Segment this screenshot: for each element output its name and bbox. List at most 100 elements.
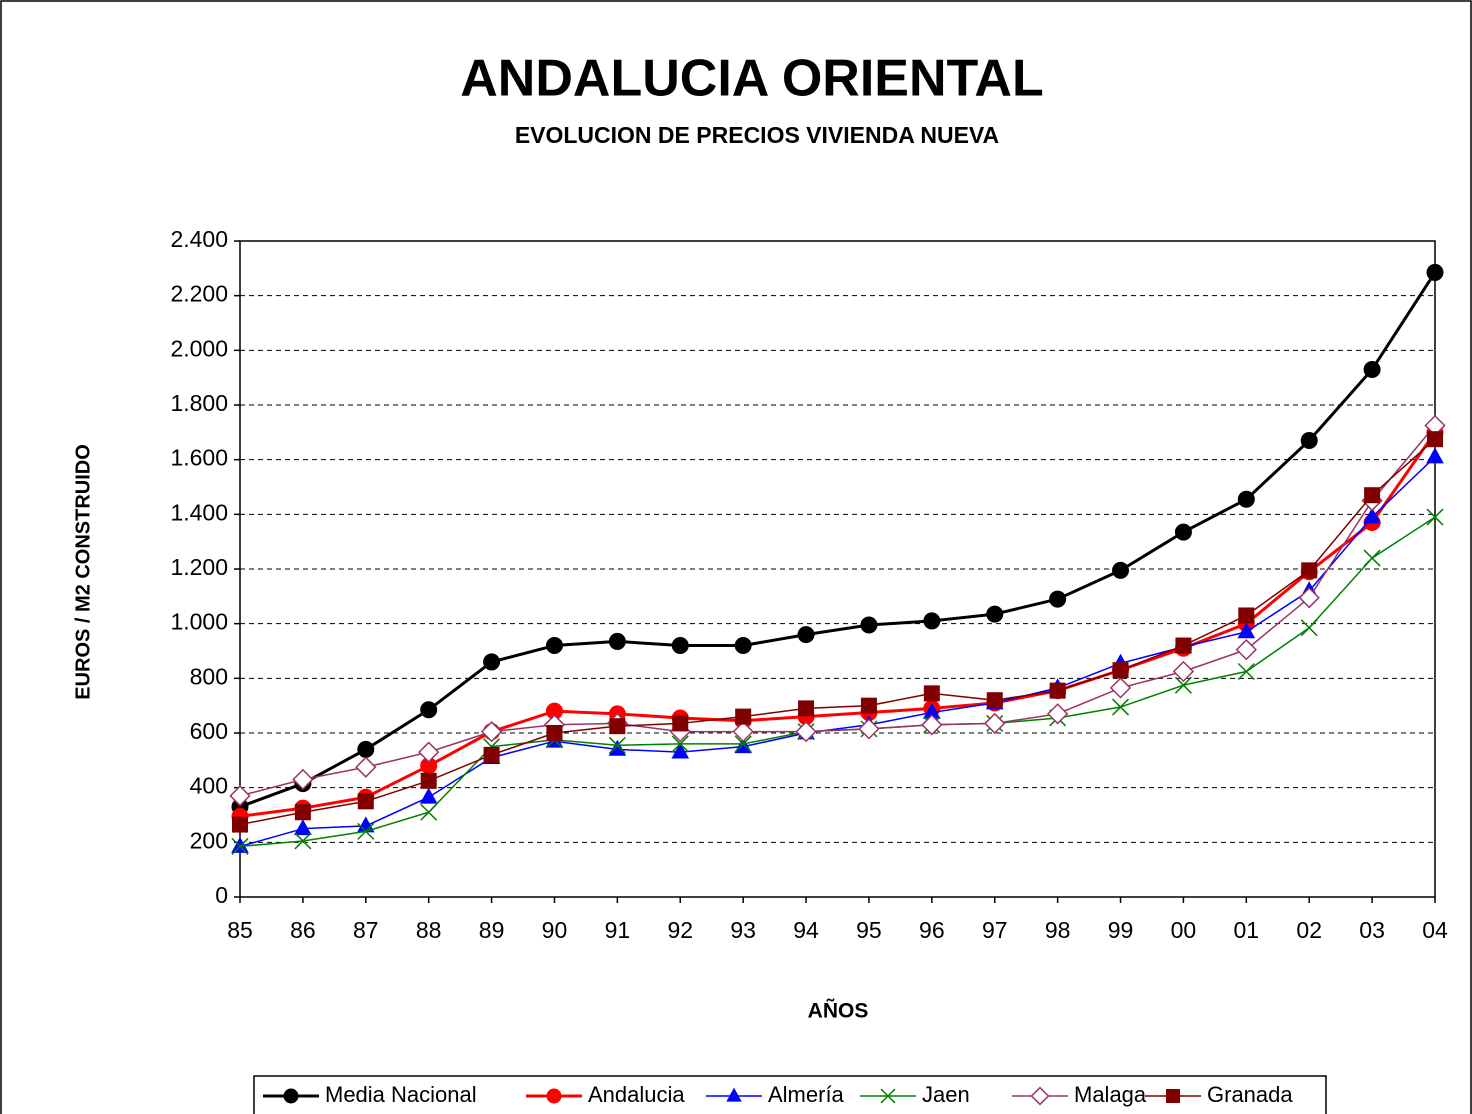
x-tick-label: 99 (1108, 917, 1134, 943)
marker (420, 803, 438, 821)
x-tick-label: 95 (856, 917, 882, 943)
series-line (239, 271, 1437, 809)
marker (734, 637, 752, 655)
marker (798, 700, 815, 717)
marker (671, 735, 689, 753)
marker (858, 718, 880, 740)
marker (356, 816, 375, 833)
x-tick-label: 02 (1296, 917, 1322, 943)
x-tick-label: 98 (1045, 917, 1071, 943)
x-tick-label: 01 (1234, 917, 1260, 943)
marker (672, 715, 689, 732)
x-tick-label: 88 (416, 917, 442, 943)
x-axis-label: AÑOS (808, 1000, 869, 1023)
marker (283, 1088, 299, 1104)
y-tick-label: 2.200 (170, 281, 228, 307)
marker (1109, 677, 1132, 699)
marker (1301, 562, 1318, 579)
x-tick-label: 91 (605, 917, 631, 943)
marker (732, 720, 754, 743)
series-line (239, 431, 1437, 818)
marker (797, 626, 815, 644)
x-tick-label: 97 (982, 917, 1008, 943)
x-tick-label: 94 (793, 917, 819, 943)
marker (1175, 637, 1192, 654)
marker (1166, 1089, 1180, 1103)
marker (860, 616, 878, 634)
marker (292, 768, 314, 791)
legend-label: Almería (768, 1082, 845, 1107)
marker (609, 718, 626, 735)
x-tick-label: 85 (227, 917, 253, 943)
marker (1049, 590, 1067, 608)
marker (1363, 507, 1381, 524)
marker (608, 739, 627, 756)
marker (1046, 703, 1069, 725)
x-tick-label: 00 (1171, 917, 1197, 943)
marker (545, 637, 563, 655)
marker (860, 697, 877, 714)
marker (986, 605, 1004, 623)
x-tick-label: 86 (290, 917, 316, 943)
marker (1363, 360, 1381, 378)
marker (357, 740, 375, 758)
x-tick-label: 89 (479, 917, 505, 943)
y-tick-label: 1.200 (170, 554, 228, 580)
legend-label: Andalucia (588, 1082, 685, 1107)
x-tick-label: 90 (542, 917, 568, 943)
marker (1427, 431, 1443, 448)
marker (294, 804, 311, 821)
marker (1298, 587, 1320, 609)
marker (1174, 523, 1192, 541)
legend-label: Granada (1207, 1082, 1293, 1107)
marker (1363, 549, 1381, 567)
marker (984, 712, 1006, 735)
y-tick-label: 1.800 (170, 390, 228, 416)
marker (231, 837, 249, 855)
marker (1237, 490, 1255, 508)
legend-label: Malaga (1074, 1082, 1147, 1107)
y-tick-label: 2.400 (170, 226, 228, 252)
marker (726, 1087, 742, 1102)
marker (1030, 1086, 1050, 1106)
x-tick-label: 87 (353, 917, 379, 943)
marker (480, 720, 503, 743)
marker (1112, 662, 1129, 679)
chart-subtitle: EVOLUCION DE PRECIOS VIVIENDA NUEVA (515, 122, 999, 148)
x-tick-label: 93 (730, 917, 756, 943)
y-tick-label: 1.600 (170, 445, 228, 471)
marker (357, 822, 375, 840)
marker (608, 632, 626, 650)
legend-label: Media Nacional (325, 1082, 477, 1107)
marker (1426, 508, 1444, 526)
y-tick-label: 1.000 (170, 609, 228, 635)
marker (1426, 263, 1444, 281)
y-tick-label: 800 (190, 663, 228, 689)
marker (923, 702, 941, 719)
x-tick-label: 96 (919, 917, 945, 943)
marker (986, 692, 1003, 709)
marker (483, 653, 501, 671)
x-tick-label: 03 (1359, 917, 1385, 943)
marker (734, 735, 752, 753)
marker (294, 819, 312, 836)
marker (546, 725, 563, 741)
y-tick-label: 0 (215, 882, 228, 908)
marker (1237, 662, 1255, 681)
marker (1172, 660, 1195, 683)
marker (231, 836, 249, 853)
marker (355, 756, 377, 778)
y-tick-label: 1.400 (170, 499, 228, 525)
marker (795, 720, 817, 743)
marker (1111, 698, 1130, 716)
marker (671, 742, 690, 759)
marker (1364, 487, 1381, 504)
marker (671, 637, 689, 655)
marker (880, 1088, 896, 1104)
marker (1174, 676, 1192, 694)
marker (420, 701, 438, 719)
marker (546, 1088, 562, 1104)
marker (923, 612, 941, 630)
marker (1426, 447, 1444, 464)
